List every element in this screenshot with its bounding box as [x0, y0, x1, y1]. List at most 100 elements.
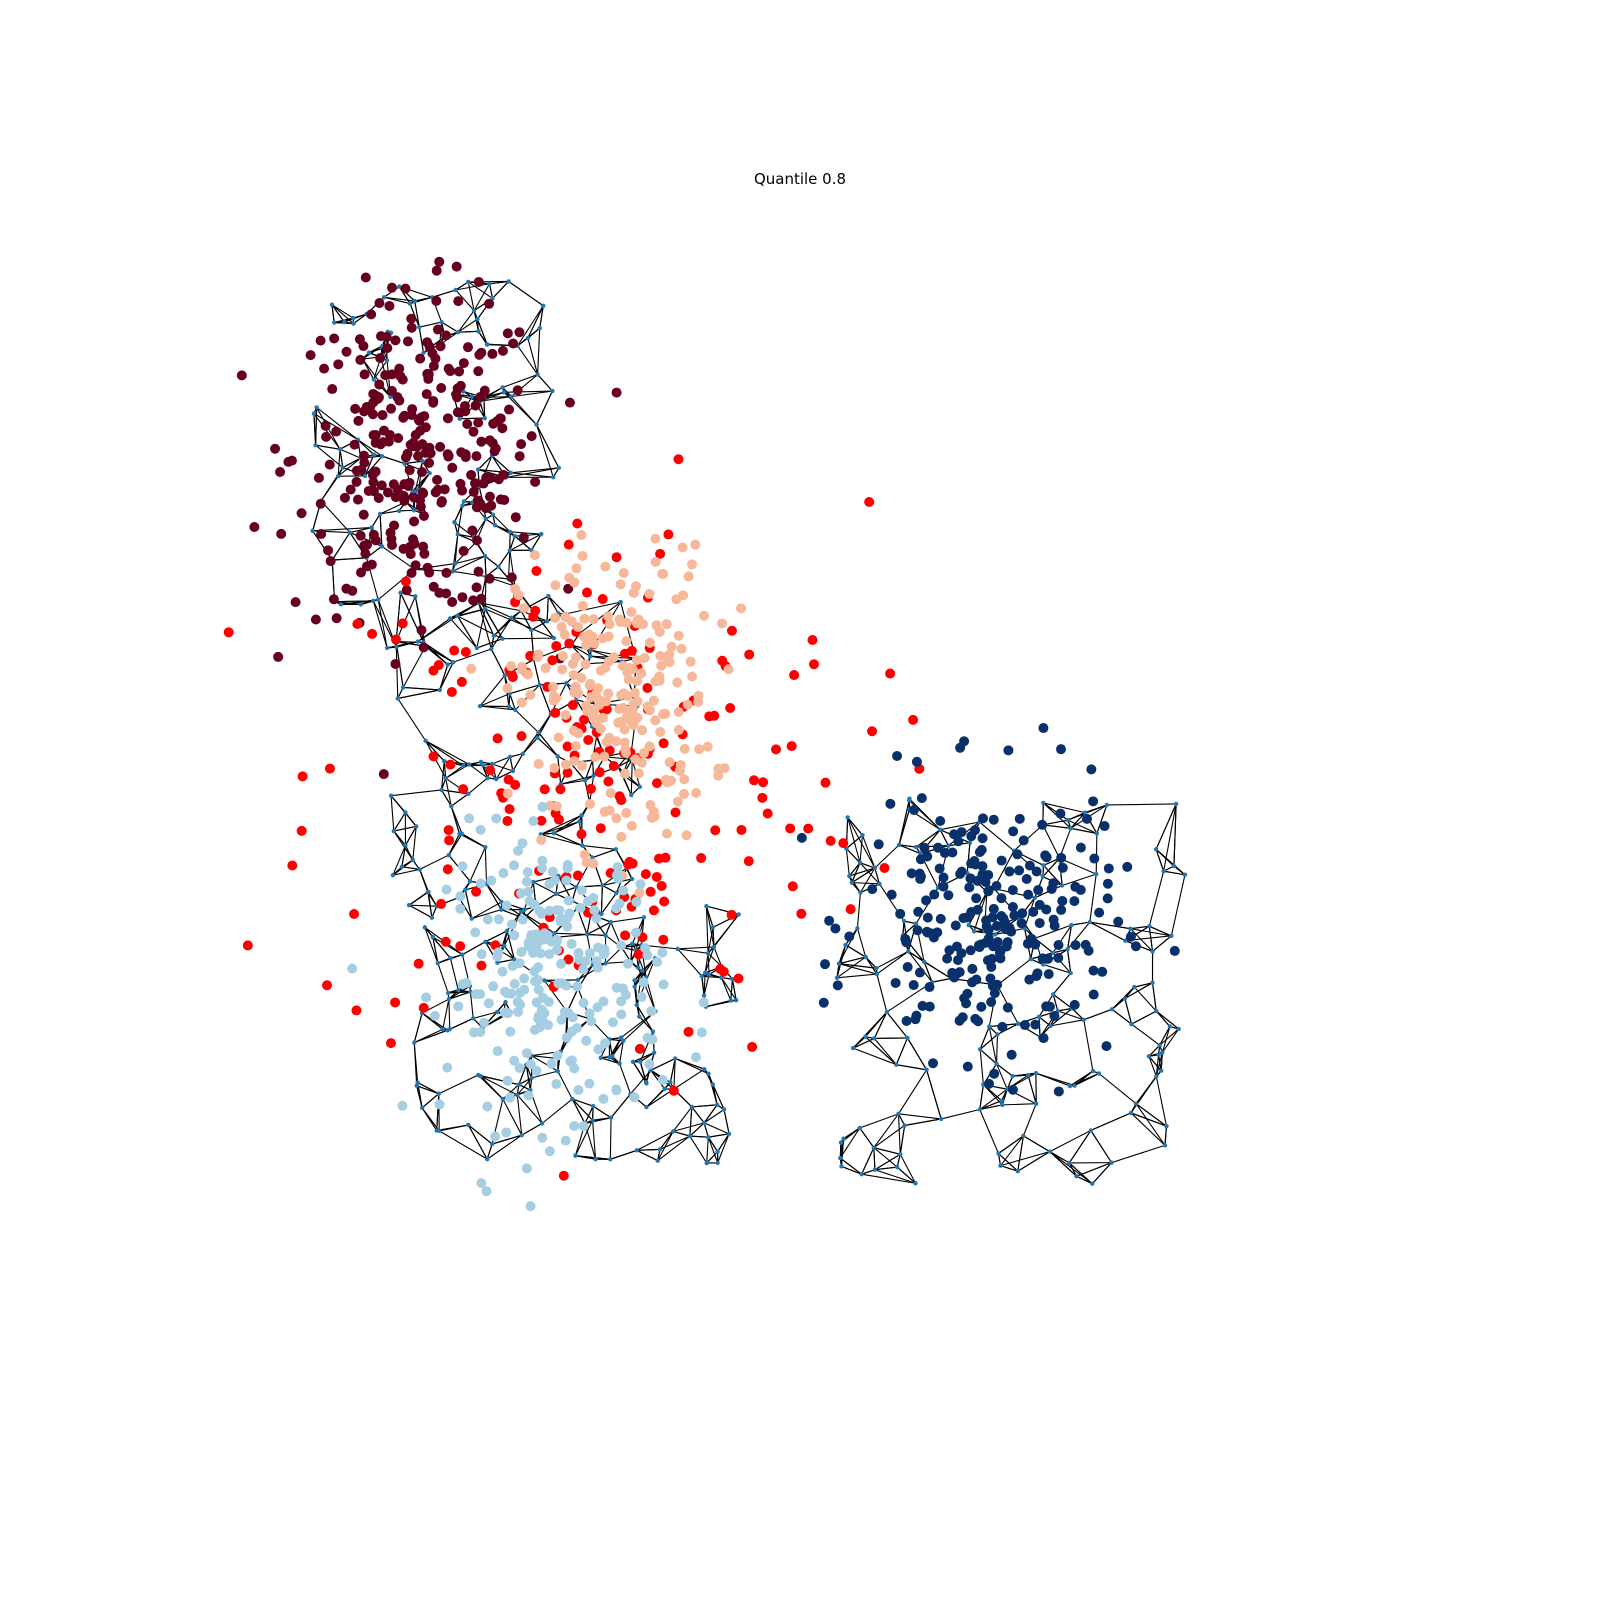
series-4-point	[972, 904, 983, 915]
series-1-point	[582, 587, 593, 598]
graph-edge	[1083, 1008, 1113, 1021]
graph-edge	[409, 904, 437, 907]
graph-edge	[995, 1034, 999, 1064]
series-0-point	[387, 369, 398, 380]
graph-edge	[560, 775, 594, 785]
graph-node	[847, 873, 852, 879]
series-2-point	[685, 656, 696, 667]
graph-node	[1123, 938, 1128, 943]
series-0-point	[471, 535, 482, 546]
series-0-point	[310, 614, 321, 625]
graph-edge	[1155, 1052, 1163, 1077]
series-0-point	[319, 363, 330, 374]
graph-edge	[836, 973, 877, 979]
series-1-point	[585, 783, 596, 794]
series-4-point	[938, 872, 949, 883]
graph-node	[466, 1122, 471, 1128]
series-0-point	[407, 534, 418, 545]
series-0-point	[329, 333, 340, 344]
graph-edge	[479, 675, 506, 707]
graph-node	[531, 879, 536, 885]
graph-edge	[490, 635, 495, 650]
graph-edge	[315, 407, 318, 446]
graph-node	[598, 1055, 603, 1060]
series-2-point	[599, 806, 610, 817]
series-4-point	[911, 756, 922, 767]
graph-node	[466, 279, 471, 285]
series-0-point	[321, 431, 332, 442]
graph-edge	[537, 713, 552, 733]
series-4-point	[1003, 745, 1014, 756]
series-3-point	[525, 1059, 536, 1070]
series-0-point	[518, 532, 529, 543]
series-1-point	[736, 824, 747, 835]
series-2-point	[656, 660, 667, 671]
series-3-point	[497, 966, 508, 977]
graph-edge	[898, 1113, 942, 1120]
series-0-point	[393, 433, 404, 444]
graph-edge	[909, 798, 941, 831]
series-0-point	[452, 383, 463, 394]
series-4-point	[832, 980, 843, 991]
series-1-point	[820, 777, 831, 788]
graph-node	[857, 1125, 862, 1131]
graph-node	[478, 1073, 483, 1079]
series-4-point	[1122, 861, 1133, 872]
graph-node	[495, 960, 500, 965]
graph-edge	[1151, 982, 1157, 1012]
graph-edge	[469, 991, 474, 1019]
graph-edge	[337, 457, 362, 477]
graph-node	[398, 590, 403, 596]
series-0-point	[428, 581, 439, 592]
series-3-point	[521, 1048, 532, 1059]
series-3-point	[528, 947, 539, 958]
graph-edge	[489, 280, 509, 285]
graph-edge	[511, 390, 553, 398]
graph-edge	[839, 1157, 862, 1175]
series-2-point	[579, 613, 590, 624]
series-3-point	[470, 927, 481, 938]
scatter-points	[223, 256, 1180, 1212]
graph-node	[457, 416, 462, 421]
graph-edge	[996, 1063, 1008, 1090]
series-1-point	[324, 763, 335, 774]
graph-edge	[571, 1098, 593, 1121]
series-2-point	[622, 667, 633, 678]
graph-edge	[533, 659, 541, 686]
graph-node	[591, 773, 596, 778]
graph-node	[1153, 847, 1159, 852]
series-4-point	[1097, 966, 1108, 977]
graph-edge	[839, 1127, 861, 1159]
series-1-point	[673, 454, 684, 465]
graph-node	[461, 763, 466, 768]
graph-edge	[357, 439, 383, 457]
graph-edge	[320, 467, 344, 502]
graph-edge	[632, 1061, 647, 1084]
graph-edge	[514, 709, 539, 733]
series-0-point	[447, 597, 458, 608]
series-1-point	[885, 668, 896, 679]
graph-node	[1087, 919, 1093, 925]
graph-edge	[1159, 1028, 1180, 1046]
series-0-point	[290, 597, 301, 608]
graph-edge	[357, 439, 375, 456]
graph-edge	[689, 1135, 709, 1138]
graph-node	[457, 831, 462, 837]
graph-edge	[852, 1036, 866, 1049]
series-3-point	[584, 1078, 595, 1089]
series-4-point	[986, 997, 997, 1008]
series-4-point	[976, 1001, 987, 1012]
graph-node	[1176, 1026, 1181, 1032]
graph-node	[640, 968, 645, 973]
graph-edge	[331, 304, 335, 323]
series-4-point	[1069, 896, 1080, 907]
series-3-point	[441, 884, 452, 895]
graph-node	[347, 530, 353, 535]
series-0-point	[383, 487, 394, 498]
graph-edge	[557, 756, 562, 785]
graph-edge	[979, 1034, 998, 1050]
series-0-point	[497, 423, 508, 434]
series-4-point	[908, 804, 919, 815]
graph-edge	[495, 770, 514, 780]
series-4-point	[1056, 904, 1067, 915]
